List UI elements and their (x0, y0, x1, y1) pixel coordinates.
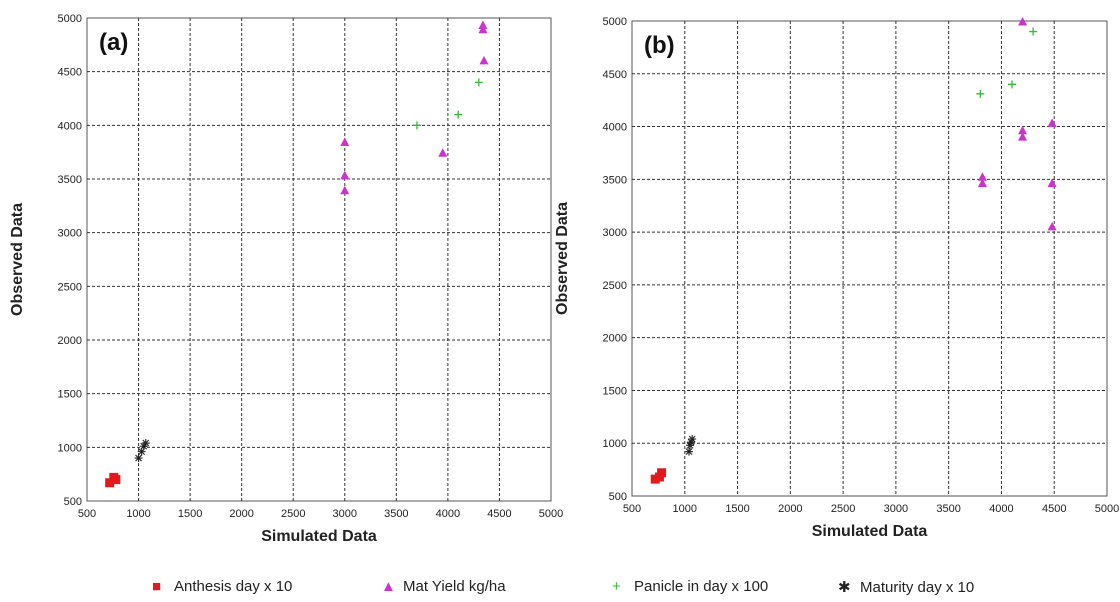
x-tick-label: 2000 (229, 508, 253, 520)
x-axis-title: Simulated Data (812, 523, 928, 540)
panicle-point (454, 110, 463, 119)
y-tick-label: 4000 (603, 122, 627, 134)
maturity-point (139, 442, 148, 451)
x-tick-label: 4500 (1042, 503, 1066, 515)
x-tick-label: 500 (78, 508, 96, 520)
y-tick-label: 500 (609, 491, 627, 503)
mat-yield-point (1018, 125, 1028, 135)
x-tick-label: 1500 (178, 508, 202, 520)
x-tick-label: 1000 (126, 508, 150, 520)
y-tick-label: 4500 (58, 67, 82, 79)
x-tick-label: 4000 (989, 503, 1013, 515)
x-tick-label: 2500 (831, 503, 855, 515)
chart-panel-b: 500 1000 1500 2000 2500 3000 3500 4000 4500 5000 5… (554, 16, 1119, 540)
x-tick-label: 500 (623, 503, 641, 515)
y-tick-label: 2500 (603, 280, 627, 292)
y-tick-label: 5000 (58, 13, 82, 25)
x-tick-label: 3500 (384, 508, 408, 520)
legend-label: Mat Yield kg/ha (403, 578, 506, 595)
plot-area (86, 17, 552, 502)
chart-panel-a: 500 1000 1500 2000 2500 3000 3500 4000 4500 5000 5… (9, 13, 563, 545)
y-tick-label: 500 (64, 496, 82, 508)
legend: ■ Anthesis day x 10 ▲ Mat Yield kg/ha + Pan… (0, 570, 1120, 602)
mat-yield-point (977, 172, 987, 181)
mat-yield-point (1018, 132, 1028, 141)
mat-yield-point (438, 148, 448, 157)
legend-label: Maturity day x 10 (860, 579, 975, 596)
asterisk-marker-icon: ✱ (838, 579, 851, 596)
y-tick-label: 2000 (58, 335, 82, 347)
panel-label: (b) (644, 32, 675, 59)
x-tick-label: 1500 (725, 503, 749, 515)
y-axis-title: Observed Data (9, 203, 26, 316)
x-tick-label: 3000 (333, 508, 357, 520)
x-tick-label: 4500 (487, 508, 511, 520)
y-tick-label: 4000 (58, 120, 82, 132)
mat-yield-point (1018, 17, 1028, 26)
mat-yield-point (478, 20, 488, 30)
legend-item-anthesis: ■ Anthesis day x 10 (152, 578, 292, 595)
triangle-marker-icon: ▲ (381, 578, 396, 595)
mat-yield-point (1047, 178, 1057, 188)
y-tick-label: 4500 (603, 69, 627, 81)
anthesis-point (105, 478, 115, 488)
x-tick-label: 2000 (778, 503, 802, 515)
figure-canvas: 500 1000 1500 2000 2500 3000 3500 4000 4500 5000 5… (9, 13, 1119, 545)
mat-yield-point (977, 178, 987, 188)
mat-yield-point (340, 137, 350, 147)
y-tick-label: 1000 (603, 438, 627, 450)
panicle-point (976, 89, 985, 98)
x-tick-label: 3500 (936, 503, 960, 515)
anthesis-point (111, 475, 121, 485)
mat-yield-point (340, 185, 350, 195)
square-marker-icon: ■ (152, 578, 162, 595)
y-tick-label: 3500 (58, 174, 82, 186)
y-tick-label: 5000 (603, 16, 627, 28)
x-tick-label: 4000 (436, 508, 460, 520)
panel-label: (a) (99, 29, 128, 56)
mat-yield-point (1047, 221, 1057, 231)
x-tick-label: 3000 (884, 503, 908, 515)
mat-yield-point (479, 55, 489, 65)
y-tick-label: 3000 (58, 228, 82, 240)
maturity-point (687, 438, 696, 447)
y-tick-label: 3000 (603, 227, 627, 239)
y-tick-label: 2500 (58, 281, 82, 293)
x-axis-title: Simulated Data (261, 528, 377, 545)
maturity-point (137, 447, 146, 456)
maturity-point (688, 435, 697, 443)
y-tick-label: 1000 (58, 442, 82, 454)
y-tick-label: 2000 (603, 333, 627, 345)
y-tick-label: 1500 (58, 389, 82, 401)
x-tick-label: 5000 (539, 508, 563, 520)
panicle-point (1008, 80, 1016, 89)
y-tick-label: 1500 (603, 385, 627, 397)
panicle-point (412, 121, 421, 130)
mat-yield-point (478, 24, 488, 34)
maturity-point (134, 454, 143, 463)
maturity-point (685, 447, 693, 456)
legend-label: Anthesis day x 10 (174, 578, 293, 595)
x-tick-label: 5000 (1095, 503, 1119, 515)
mat-yield-point (1047, 118, 1057, 127)
panicle-point (474, 78, 483, 87)
legend-item-maturity: ✱ Maturity day x 10 (838, 578, 974, 596)
maturity-point (686, 441, 695, 450)
anthesis-point (657, 468, 667, 478)
x-tick-label: 1000 (673, 503, 697, 515)
x-tick-label: 2500 (281, 508, 305, 520)
mat-yield-point (340, 170, 350, 180)
plot-area (631, 20, 1108, 497)
y-axis-title: Observed Data (554, 202, 571, 315)
legend-item-mat-yield: ▲ Mat Yield kg/ha (381, 578, 506, 595)
legend-item-panicle: + Panicle in day x 100 (612, 578, 768, 595)
y-tick-label: 3500 (603, 174, 627, 186)
maturity-point (141, 439, 150, 448)
legend-label: Panicle in day x 100 (634, 578, 769, 595)
panicle-point (1029, 27, 1038, 36)
plus-marker-icon: + (612, 578, 621, 595)
